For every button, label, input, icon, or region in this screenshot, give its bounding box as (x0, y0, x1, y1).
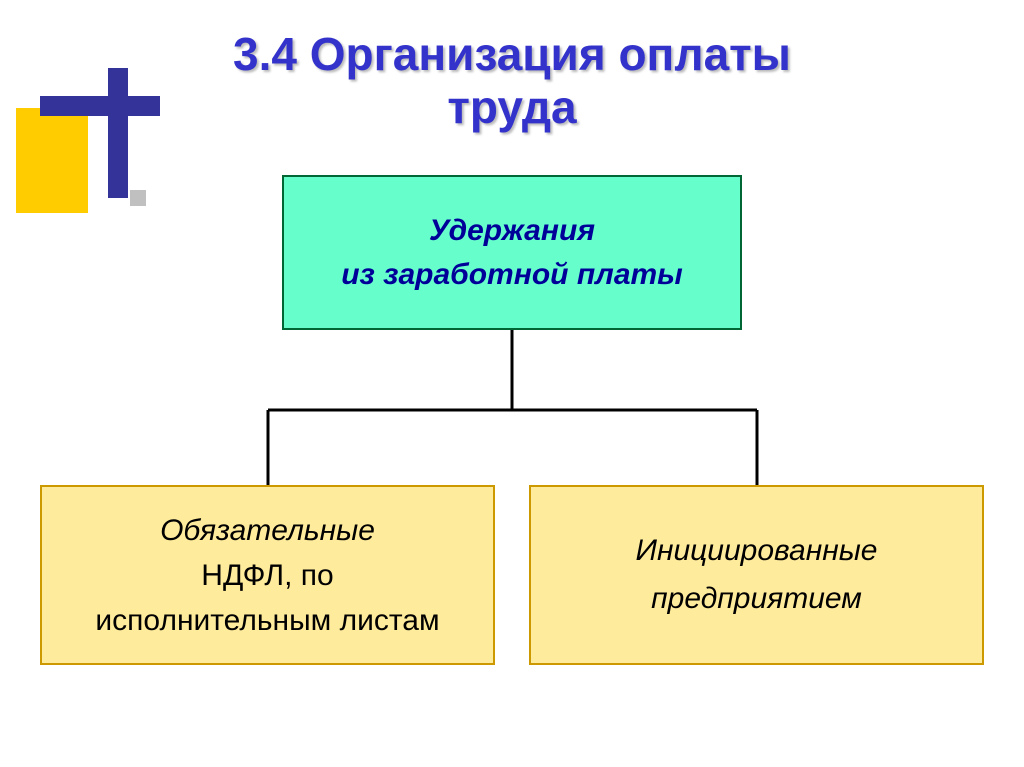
left-line2: НДФЛ, по (201, 559, 333, 592)
left-line1: Обязательные (160, 514, 375, 547)
right-line1: Инициированные (635, 534, 877, 567)
right-line2: предприятием (651, 582, 862, 615)
org-chart: Удержания из заработной платы Обязательн… (0, 0, 1024, 767)
root-line2: из заработной платы (341, 258, 683, 291)
node-root: Удержания из заработной платы (282, 175, 742, 330)
node-left: Обязательные НДФЛ, по исполнительным лис… (40, 485, 495, 665)
left-line3: исполнительным листам (95, 604, 439, 637)
node-right: Инициированные предприятием (529, 485, 984, 665)
root-line1: Удержания (429, 214, 595, 247)
